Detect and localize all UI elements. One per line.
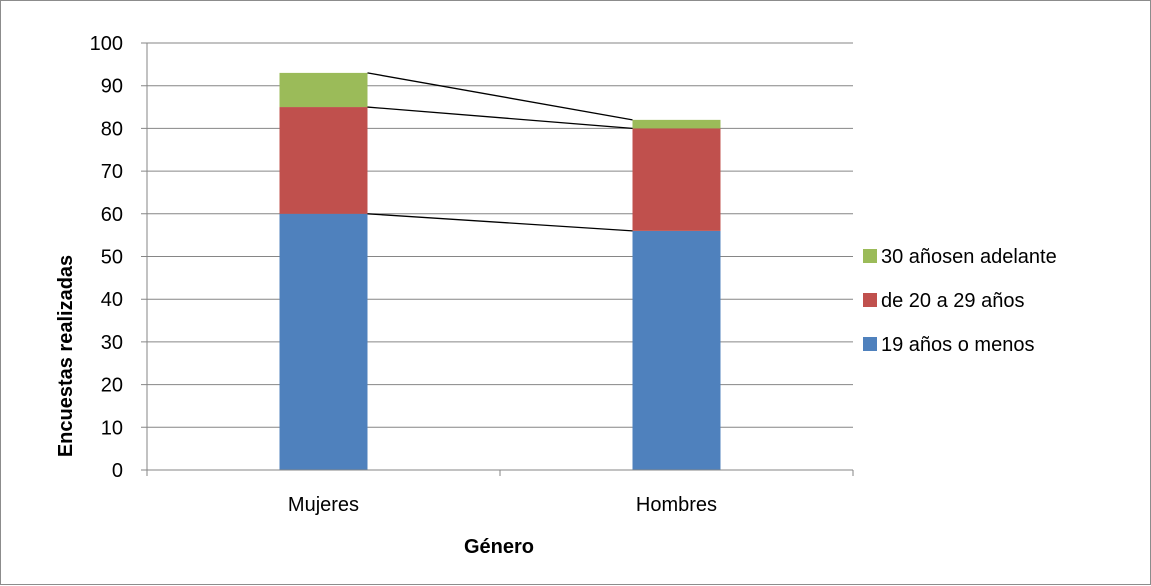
y-tick-label: 10 (101, 417, 123, 439)
y-tick-label: 70 (101, 161, 123, 183)
x-axis-title: Género (464, 536, 534, 558)
legend-label: 19 años o menos (881, 334, 1034, 356)
y-tick-label: 50 (101, 247, 123, 269)
x-tick-label: Mujeres (288, 494, 359, 516)
y-tick-label: 0 (112, 460, 123, 482)
bar-segment (279, 72, 368, 108)
bar-segment (632, 119, 721, 129)
y-axis-title: Encuestas realizadas (55, 255, 77, 457)
y-tick-labels: 0 10 20 30 40 50 60 70 80 90 100 (90, 33, 123, 482)
legend-swatch (863, 249, 877, 263)
y-tick-label: 60 (101, 204, 123, 226)
x-tick-label: Hombres (636, 494, 717, 516)
series-lines (367, 72, 633, 232)
gridlines (141, 42, 854, 476)
legend-swatch (863, 293, 877, 307)
y-tick-label: 30 (101, 332, 123, 354)
bar-segment (279, 213, 368, 471)
bar-segment (279, 107, 368, 214)
y-tick-label: 100 (90, 33, 123, 55)
series-line (367, 72, 633, 121)
legend-swatch (863, 337, 877, 351)
bar-segment (632, 230, 721, 470)
legend: 30 añosen adelante de 20 a 29 años 19 años… (863, 246, 1057, 356)
legend-label: 30 añosen adelante (881, 246, 1057, 268)
y-tick-label: 20 (101, 375, 123, 397)
x-tick-labels: Mujeres Hombres (288, 494, 717, 516)
y-tick-label: 40 (101, 289, 123, 311)
bars (279, 72, 721, 471)
legend-label: de 20 a 29 años (881, 290, 1024, 312)
y-tick-label: 80 (101, 118, 123, 140)
series-line (367, 106, 633, 130)
bar-segment (632, 128, 721, 231)
series-line (367, 213, 633, 232)
y-tick-label: 90 (101, 76, 123, 98)
